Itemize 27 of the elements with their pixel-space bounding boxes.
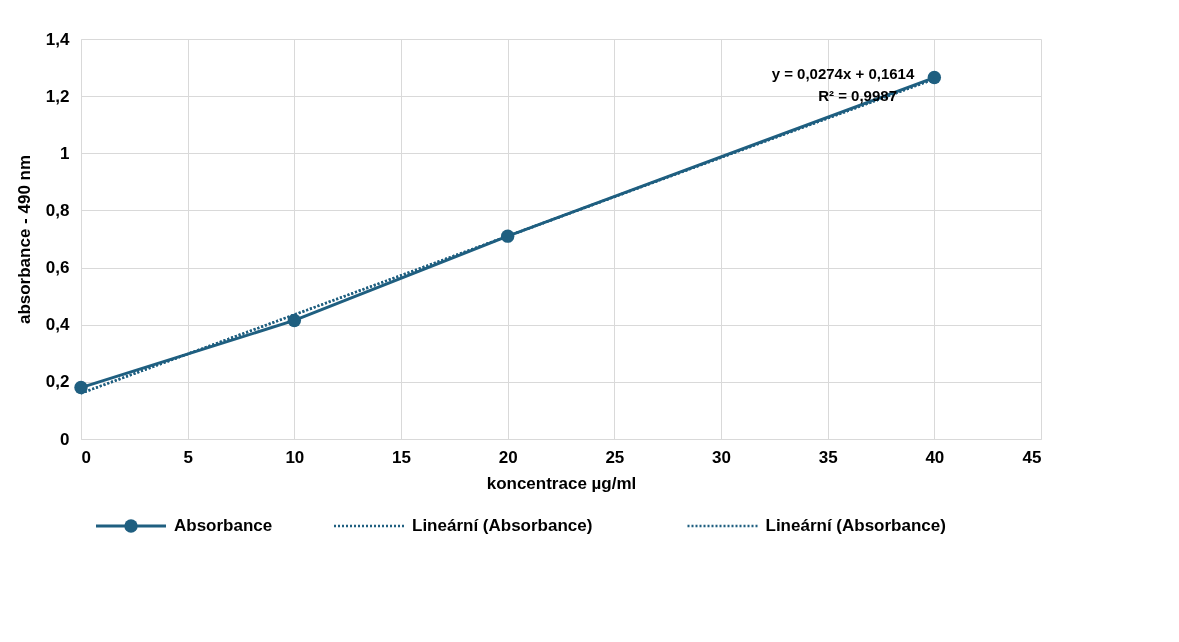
y-tick-label: 0,4 (45, 315, 71, 335)
y-tick-label: 0,8 (45, 200, 70, 220)
legend-label: Lineární (Absorbance) (765, 516, 946, 535)
point (74, 380, 88, 395)
annotation: y = 0,0274x + 0,1614 (771, 65, 915, 82)
y-axis-title: absorbance - 490 nm (14, 154, 34, 325)
legend-label: Lineární (Absorbance) (412, 516, 593, 535)
x-tick-label: 10 (285, 447, 305, 467)
x-tick-label: 45 (1022, 447, 1042, 467)
x-tick-label: 35 (818, 447, 838, 467)
x-tick-label: 15 (392, 447, 411, 467)
point (287, 313, 302, 328)
x-tick-label: 0 (81, 447, 91, 467)
y-tick-label: 0,6 (45, 258, 70, 278)
y-tick-label: 1,2 (45, 86, 70, 106)
x-tick-label: 20 (498, 447, 518, 467)
y-tick-label: 1 (60, 143, 70, 163)
x-tick-label: 30 (712, 447, 731, 467)
x-tick-label: 40 (925, 447, 945, 467)
y-tick-label: 1,4 (45, 29, 71, 49)
x-axis-title: koncentrace µg/ml (486, 473, 637, 493)
y-tick-label: 0 (60, 429, 70, 449)
legend-label: Absorbance (174, 516, 273, 535)
y-tick-label: 0,2 (45, 372, 70, 392)
x-tick-label: 25 (605, 447, 625, 467)
point (927, 70, 942, 85)
x-tick-label: 5 (183, 447, 193, 467)
